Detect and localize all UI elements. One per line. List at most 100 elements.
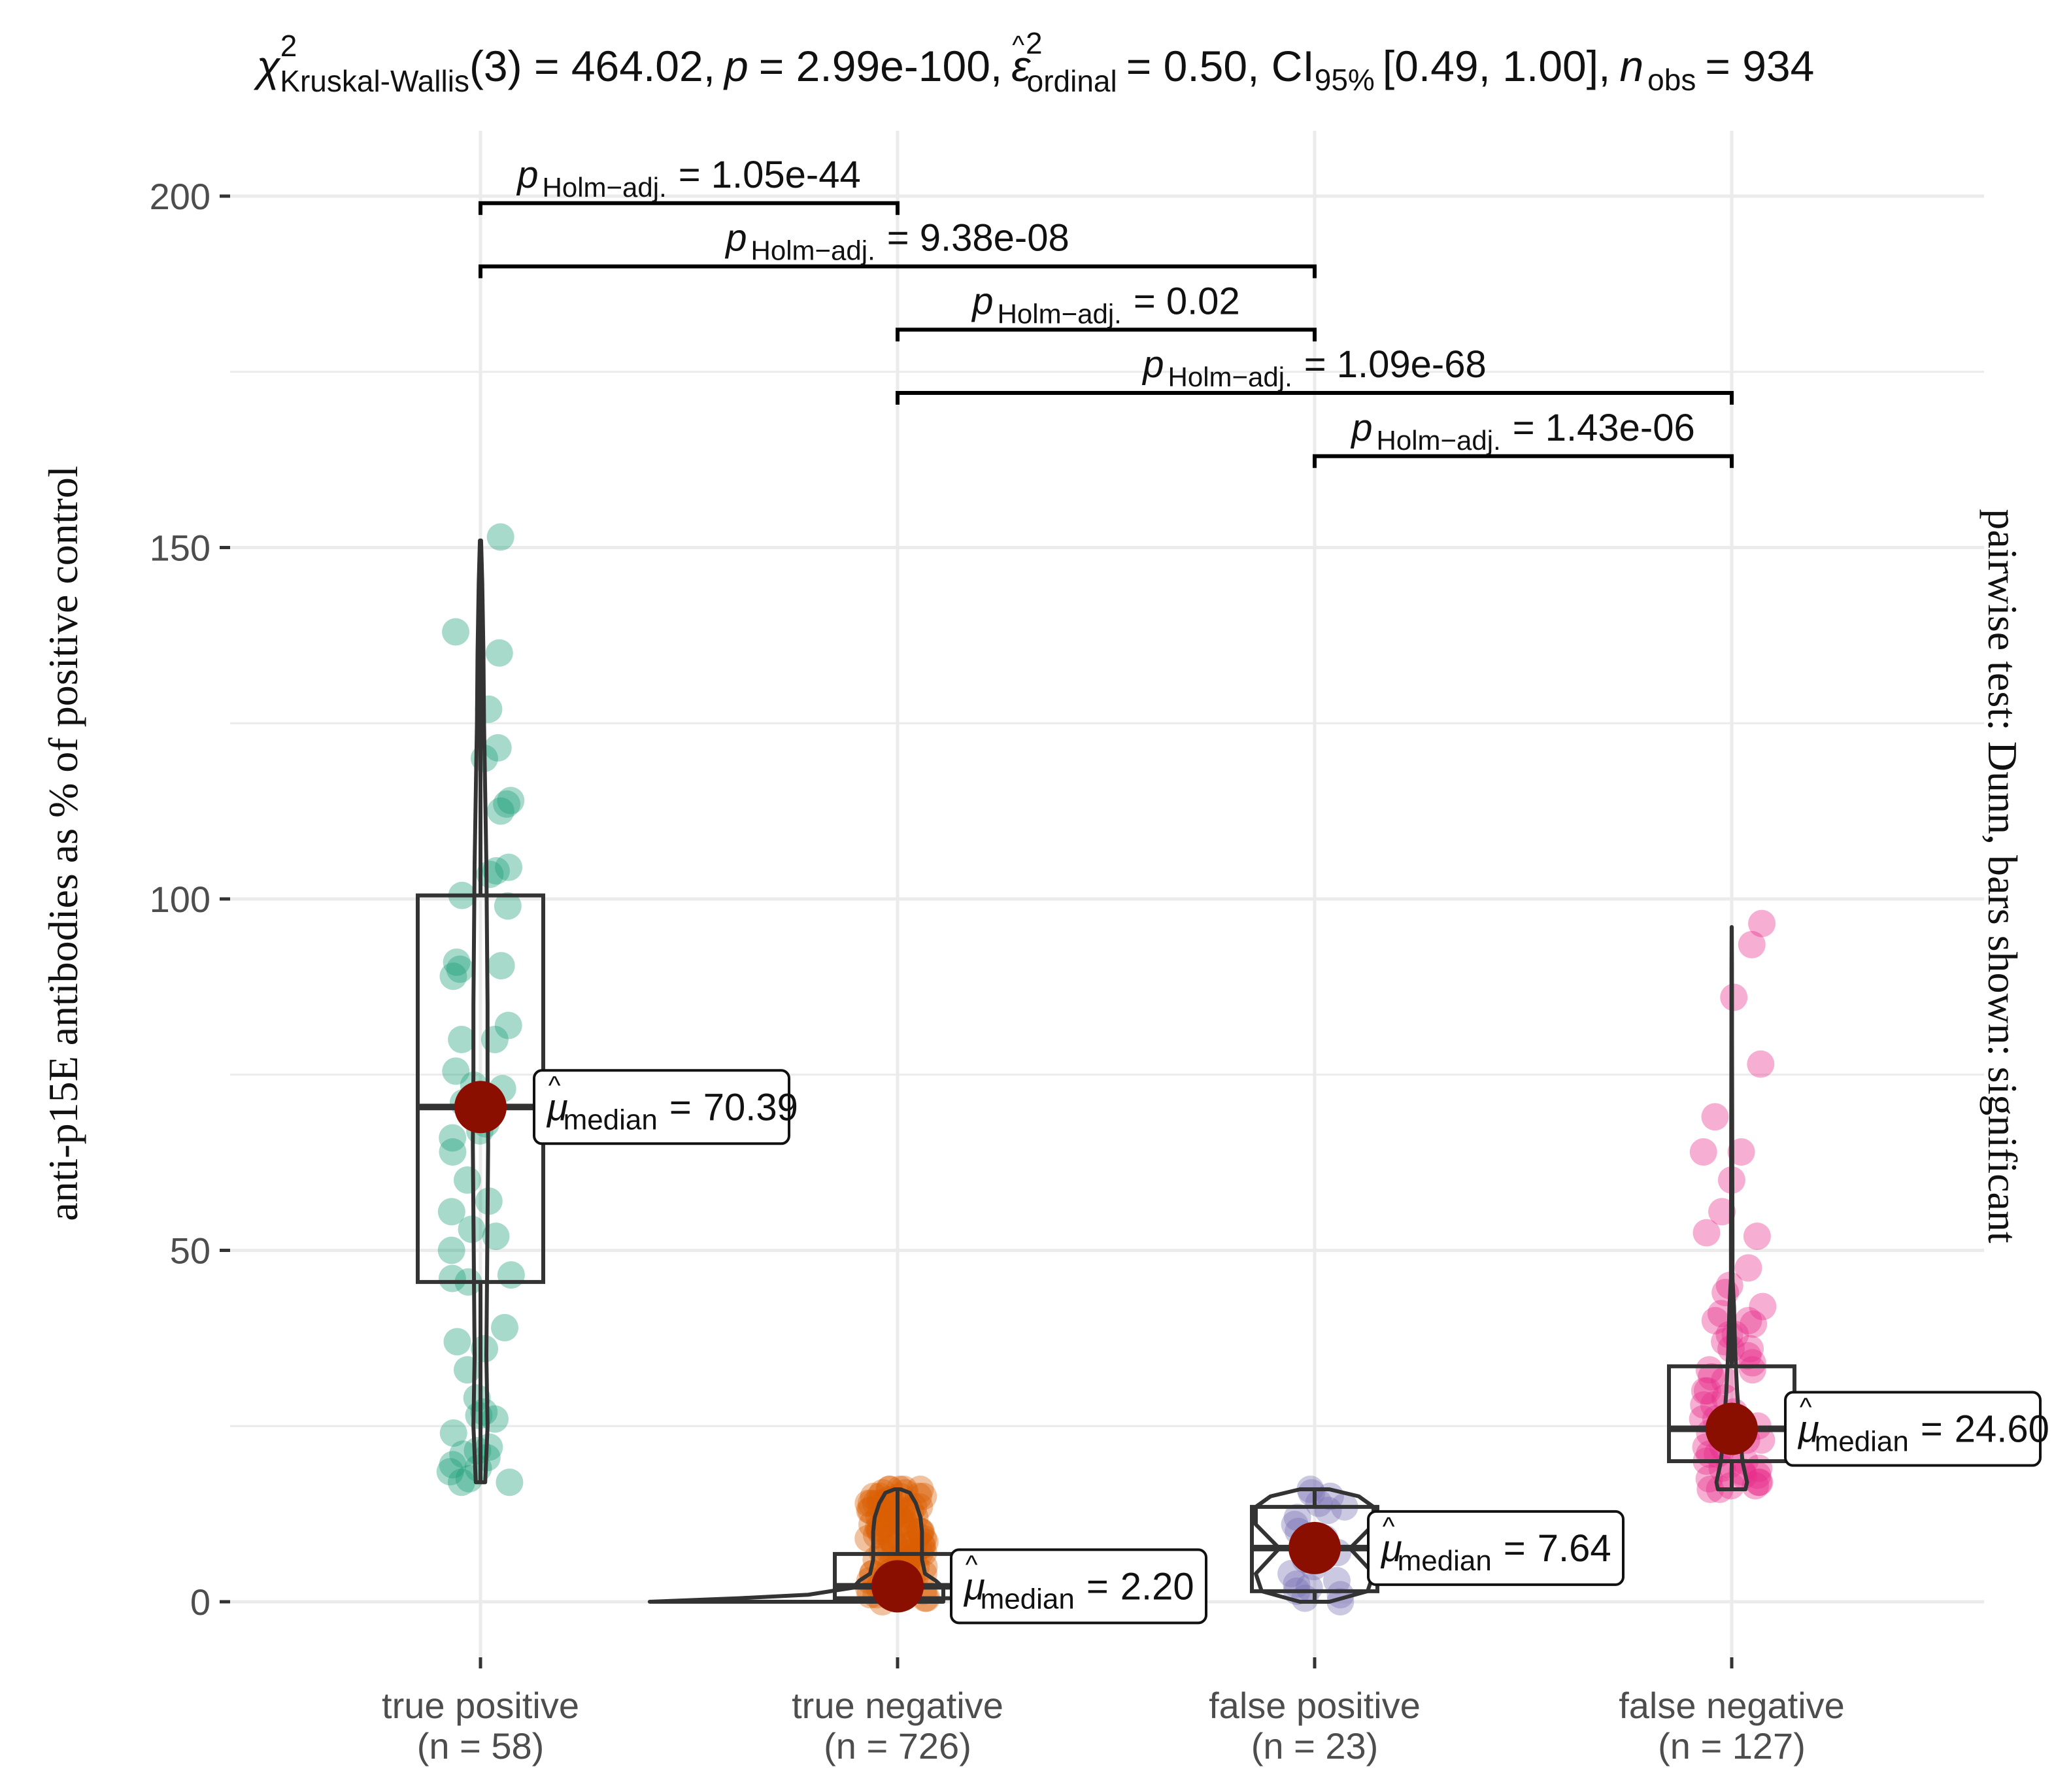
data-point	[1742, 1472, 1770, 1500]
data-point	[1298, 1479, 1326, 1507]
data-point	[887, 1500, 915, 1528]
pairwise-p-sub: Holm−adj.	[998, 298, 1122, 329]
median-label: μ^median = 2.20	[924, 1548, 1207, 1625]
data-point	[494, 892, 522, 920]
data-point	[493, 790, 521, 818]
data-point	[1692, 1219, 1721, 1247]
data-point	[1708, 1198, 1736, 1226]
data-point	[886, 1525, 914, 1553]
data-point	[485, 639, 513, 667]
x-tick-n-label: (n = 58)	[417, 1725, 545, 1767]
data-point	[905, 1482, 933, 1510]
pairwise-p-symbol: p	[1141, 343, 1164, 386]
data-point	[1748, 909, 1776, 938]
data-point	[1701, 1307, 1729, 1334]
data-point	[1743, 1223, 1771, 1250]
data-point	[1738, 930, 1766, 958]
data-point	[437, 1236, 465, 1264]
y-axis: 0 50 100 150 200	[150, 176, 230, 1623]
group-false-positive: μ^median = 7.64	[1250, 1476, 1625, 1615]
data-point	[874, 1486, 902, 1514]
pairwise-p-value: = 1.05e-44	[679, 154, 861, 196]
y-tick-label: 150	[150, 528, 210, 569]
data-point	[480, 1026, 509, 1053]
pairwise-p-sub: Holm−adj.	[1377, 425, 1501, 456]
data-point	[1691, 1377, 1719, 1405]
data-point	[437, 1198, 465, 1226]
data-point	[476, 860, 504, 888]
median-label-eq: =	[1086, 1565, 1109, 1608]
pairwise-bracket	[1313, 454, 1734, 468]
data-point	[449, 1440, 477, 1468]
pairwise-bracket	[479, 264, 1317, 279]
median-label-value: 70.39	[703, 1086, 798, 1128]
data-point	[905, 1517, 934, 1546]
data-point	[480, 1405, 509, 1433]
data-point	[888, 1496, 916, 1525]
data-point	[1740, 1310, 1768, 1338]
pairwise-p-sub: Holm−adj.	[543, 172, 667, 203]
median-label-box	[950, 1548, 1207, 1625]
data-point	[906, 1476, 934, 1503]
data-point	[448, 1026, 476, 1053]
violin	[1254, 1487, 1375, 1604]
x-tick-n-label: (n = 23)	[1251, 1725, 1379, 1767]
x-tick-label: false positive	[1209, 1685, 1421, 1726]
data-point	[1745, 1454, 1773, 1482]
pairwise-p-sub: Holm−adj.	[751, 235, 875, 266]
data-point	[497, 786, 525, 815]
data-point	[1693, 1377, 1721, 1405]
median-label-hat: ^	[1800, 1393, 1812, 1422]
median-label-eq: =	[1921, 1408, 1943, 1451]
pairwise-bracket	[896, 328, 1317, 342]
median-label-sub: median	[564, 1104, 658, 1136]
median-label-sub: median	[1815, 1426, 1909, 1458]
median-label-hat: ^	[1383, 1512, 1395, 1541]
median-label-value: 24.60	[1955, 1408, 2049, 1451]
pairwise-p-symbol: p	[724, 217, 747, 260]
median-label-hat: ^	[548, 1071, 561, 1100]
data-point	[439, 1138, 467, 1166]
data-point	[442, 1057, 470, 1085]
pairwise-p-value: = 1.43e-06	[1513, 407, 1695, 449]
pairwise-label: p Holm−adj. = 1.43e-06	[1350, 407, 1695, 456]
data-point	[486, 797, 514, 825]
median-label-sub: median	[1398, 1545, 1492, 1577]
median-label-text: μ^median = 24.60	[1797, 1393, 2049, 1458]
data-point	[1728, 1458, 1757, 1486]
data-point	[453, 1356, 481, 1384]
median-point	[871, 1560, 924, 1613]
data-point	[871, 1507, 900, 1535]
data-point	[1322, 1566, 1351, 1595]
data-point	[871, 1510, 899, 1538]
data-point	[1283, 1570, 1311, 1598]
data-point	[439, 1451, 467, 1479]
median-point	[1706, 1402, 1758, 1455]
data-point	[495, 853, 523, 881]
pairwise-p-value: = 9.38e-08	[887, 217, 1069, 260]
data-point	[1749, 1293, 1777, 1321]
pairwise-label: p Holm−adj. = 1.05e-44	[516, 154, 861, 203]
data-point	[442, 618, 470, 646]
median-label-eq: =	[1504, 1527, 1526, 1570]
data-point	[496, 1468, 524, 1496]
data-point	[443, 1328, 471, 1356]
data-point	[1743, 1461, 1772, 1489]
x-tick-n-label: (n = 726)	[824, 1725, 971, 1767]
pairwise-label: p Holm−adj. = 9.38e-08	[724, 217, 1069, 266]
data-point	[443, 948, 471, 976]
x-tick-label: true negative	[792, 1685, 1003, 1726]
data-point	[873, 1500, 901, 1528]
data-point	[1738, 1349, 1766, 1377]
data-point	[1747, 1050, 1775, 1078]
data-point	[1738, 1356, 1766, 1384]
y-axis-label: anti-p15E antibodies as % of positive co…	[40, 465, 86, 1221]
data-point	[880, 1504, 908, 1531]
y-tick-label: 100	[150, 879, 210, 920]
data-point	[1689, 1138, 1717, 1166]
data-point	[1736, 1335, 1764, 1362]
group-false-negative: μ^median = 24.60	[1667, 909, 2049, 1503]
data-point	[490, 1313, 518, 1342]
pairwise-p-symbol: p	[1350, 407, 1372, 449]
median-label-hat: ^	[966, 1550, 978, 1579]
